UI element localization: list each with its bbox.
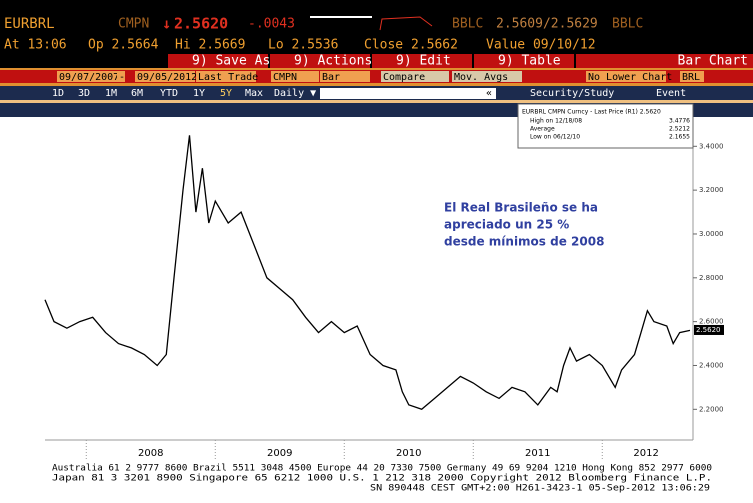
setting[interactable]: Last Trade: [198, 72, 258, 83]
field-box[interactable]: [586, 71, 666, 82]
period-button[interactable]: 5Y: [220, 88, 232, 99]
field-box[interactable]: [680, 71, 704, 82]
legend-stat-label: High on 12/18/08: [530, 118, 582, 125]
setting[interactable]: BRL: [682, 72, 700, 83]
quote-stat: Lo 2.5536: [268, 38, 338, 53]
last-price: 2.5620: [174, 15, 228, 33]
setting[interactable]: No Lower Chart: [588, 72, 672, 83]
quote-stat: Hi 2.5669: [175, 38, 245, 53]
legend-stat-label: Average: [530, 126, 555, 133]
last-price-label: 2.5620: [696, 326, 721, 334]
legend-stat-value: 3.4776: [669, 118, 690, 125]
spark-line: [379, 16, 433, 31]
annotation: El Real Brasileño se ha: [444, 201, 598, 215]
footer-line: Australia 61 2 9777 8600 Brazil 5511 304…: [52, 464, 712, 474]
footer-line: Japan 81 3 3201 8900 Singapore 65 6212 1…: [52, 474, 712, 484]
y-tick-label: 3.2000: [699, 186, 724, 194]
x-tick-label: 2012: [633, 448, 658, 459]
legend-stat-value: 2.5212: [669, 126, 690, 133]
menu-button[interactable]: 9) Table: [498, 54, 561, 69]
legend-title: EURBRL CMPN Curncy - Last Price (R1) 2.5…: [522, 109, 661, 116]
quote-source: BBLC: [452, 17, 483, 32]
annotation: desde mínimos de 2008: [444, 235, 604, 249]
toolbar-title: EURBRL CMPN Curn: [2, 54, 127, 69]
y-tick-label: 2.6000: [699, 318, 724, 326]
y-tick-label: 2.2000: [699, 405, 724, 413]
x-tick-label: 2011: [525, 448, 550, 459]
period-button[interactable]: 3D: [78, 88, 90, 99]
button-bg[interactable]: [372, 54, 472, 68]
period-button[interactable]: 1M: [105, 88, 117, 99]
setting[interactable]: Mov. Avgs: [454, 72, 508, 83]
period-button[interactable]: 1D: [52, 88, 64, 99]
y-tick-label: 3.4000: [699, 142, 724, 150]
footer-bg: [0, 460, 753, 503]
symbol: EURBRL: [4, 16, 55, 32]
field-box[interactable]: [196, 71, 256, 82]
legend-stat-value: 2.1655: [669, 134, 690, 141]
setting[interactable]: Compare: [383, 72, 425, 83]
field-box[interactable]: [381, 71, 449, 82]
field-box[interactable]: [117, 71, 125, 82]
quote-stat: Op 2.5664: [88, 38, 159, 53]
legend-box: [517, 103, 694, 149]
button-bg[interactable]: [474, 54, 574, 68]
last-price-marker: [694, 324, 724, 335]
x-tick-label: 2008: [138, 448, 163, 459]
x-tick-label: 2009: [267, 448, 292, 459]
legend-stat-label: Low on 06/12/10: [530, 134, 580, 141]
quote-stat: At 13:06: [4, 38, 67, 53]
study-button[interactable]: Security/Study: [530, 88, 614, 99]
quote-stat: Close 2.5662: [364, 38, 458, 53]
annotation: apreciado un 25 %: [444, 218, 569, 232]
setting[interactable]: -: [119, 72, 125, 83]
event-button[interactable]: Event: [656, 88, 686, 99]
y-tick-label: 2.8000: [699, 274, 724, 282]
collapse: «: [486, 88, 492, 99]
button-bg[interactable]: [168, 54, 268, 68]
field-box[interactable]: [320, 71, 370, 82]
menu-button[interactable]: 9) Edit: [396, 54, 451, 69]
period-button[interactable]: 1Y: [193, 88, 205, 99]
quote-source: BBLC: [612, 17, 643, 32]
view-name: Bar Chart: [678, 54, 748, 69]
direction-arrow: ↓: [162, 15, 171, 33]
field-box[interactable]: [135, 71, 195, 82]
period-button[interactable]: Max: [245, 88, 263, 99]
period-button[interactable]: YTD: [160, 88, 178, 99]
quote-stat: Value 09/10/12: [486, 38, 596, 53]
setting[interactable]: 09/05/2012: [137, 72, 197, 83]
frequency[interactable]: Daily ▼: [274, 88, 316, 99]
search-box[interactable]: [320, 88, 496, 99]
chart-bg: [0, 117, 753, 460]
x-tick-label: 2010: [396, 448, 421, 459]
setting[interactable]: CMPN: [273, 72, 297, 83]
button-bg[interactable]: [270, 54, 370, 68]
source: CMPN: [118, 17, 149, 32]
menu-button[interactable]: 9) Actions: [294, 54, 372, 69]
y-tick-label: 3.0000: [699, 230, 724, 238]
setting[interactable]: 09/07/2007: [59, 72, 119, 83]
view-bg: [576, 54, 753, 68]
price-line: [44, 135, 691, 411]
field-box[interactable]: [57, 71, 117, 82]
menu-button[interactable]: 9) Save As: [192, 54, 270, 69]
field-box[interactable]: [271, 71, 319, 82]
y-tick-label: 2.4000: [699, 361, 724, 369]
field-box[interactable]: [452, 71, 522, 82]
period-button[interactable]: 6M: [131, 88, 143, 99]
footer-line: SN 890448 CEST GMT+2:00 H261-3423-1 05-S…: [370, 484, 710, 494]
setting[interactable]: Bar: [322, 72, 340, 83]
change: -.0043: [248, 17, 295, 32]
bid-ask: 2.5609/2.5629: [496, 17, 598, 32]
